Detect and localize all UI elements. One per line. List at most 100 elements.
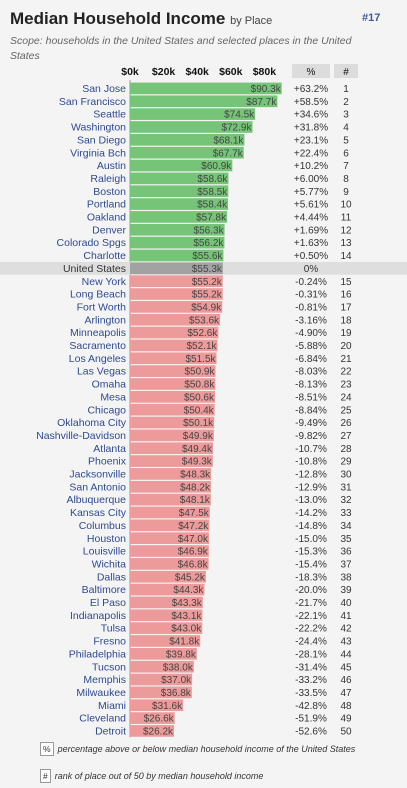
place-label: Oklahoma City	[57, 417, 127, 429]
pct-label: +6.00%	[294, 174, 328, 185]
bar	[130, 609, 203, 622]
bar	[130, 378, 216, 390]
place-label: Atlanta	[93, 443, 126, 455]
value-label: $58.6k	[197, 174, 228, 185]
value-label: $26.6k	[144, 714, 175, 725]
place-label: Los Angeles	[69, 353, 126, 365]
place-label: Dallas	[97, 571, 126, 583]
value-label: $58.4k	[197, 200, 228, 211]
bar	[130, 699, 184, 712]
place-label: Sacramento	[69, 340, 126, 352]
place-label: San Antonio	[69, 481, 126, 493]
rank-label: 13	[340, 238, 352, 249]
rank-column-header: #	[343, 67, 349, 78]
value-label: $56.3k	[194, 225, 225, 236]
pct-label: +23.1%	[294, 135, 328, 146]
bar	[130, 326, 219, 339]
place-label: Seattle	[93, 109, 126, 121]
x-tick-label: $40k	[186, 66, 210, 78]
place-label: Washington	[71, 122, 126, 134]
x-tick-label: $0k	[121, 66, 139, 78]
bar	[130, 558, 209, 570]
rank-label: 44	[340, 649, 352, 660]
pct-label: +5.61%	[294, 200, 328, 211]
rank-tag[interactable]: #17	[362, 12, 381, 24]
bar	[130, 673, 193, 686]
value-label: $50.1k	[183, 418, 214, 429]
bar	[130, 532, 209, 544]
place-label: Minneapolis	[70, 327, 126, 339]
pct-label: -42.8%	[295, 701, 327, 712]
legend-rank-text: rank of place out of 50 by median househ…	[54, 771, 264, 781]
value-label: $48.3k	[180, 470, 211, 481]
pct-label: -51.9%	[295, 714, 327, 725]
place-label: Omaha	[92, 379, 127, 391]
rank-label: 42	[340, 624, 352, 635]
place-label: Indianapolis	[70, 610, 126, 622]
pct-label: -10.7%	[295, 444, 327, 455]
rank-label: 35	[340, 534, 352, 545]
pct-label: -3.16%	[295, 315, 327, 326]
bar	[130, 82, 282, 95]
value-label: $52.6k	[187, 328, 218, 339]
pct-label: -12.8%	[295, 470, 327, 481]
pct-label: -9.82%	[295, 431, 327, 442]
value-label: $55.6k	[192, 251, 223, 262]
pct-label: -10.8%	[295, 457, 327, 468]
rank-label: 6	[343, 148, 349, 159]
place-label: Houston	[87, 533, 126, 545]
rank-label: 33	[340, 508, 352, 519]
bar	[130, 288, 223, 300]
bar	[130, 596, 203, 609]
bar	[130, 365, 216, 377]
place-label: Phoenix	[88, 456, 127, 468]
place-label: Denver	[92, 224, 126, 236]
bar	[130, 211, 228, 223]
value-label: $48.2k	[180, 482, 211, 493]
pct-label: +31.8%	[294, 123, 328, 134]
value-label: $50.8k	[184, 380, 215, 391]
place-label: San Francisco	[59, 96, 126, 108]
rank-label: 27	[340, 431, 352, 442]
pct-label: -18.3%	[295, 572, 327, 583]
x-tick-label: $20k	[152, 66, 176, 78]
pct-label: +5.77%	[294, 187, 328, 198]
pct-label: -24.4%	[295, 637, 327, 648]
place-label: Portland	[87, 199, 126, 211]
place-label: Colorado Spgs	[57, 237, 126, 249]
pct-label: -21.7%	[295, 598, 327, 609]
pct-label: -0.31%	[295, 290, 327, 301]
value-label: $46.8k	[178, 559, 209, 570]
value-label: $47.5k	[179, 508, 210, 519]
value-label: $90.3k	[251, 84, 282, 95]
pct-label: -5.88%	[295, 341, 327, 352]
rank-label: 14	[340, 251, 352, 262]
value-label: $49.4k	[182, 444, 213, 455]
place-label: Louisville	[83, 546, 126, 558]
value-label: $41.8k	[169, 637, 200, 648]
bar	[130, 570, 206, 583]
rank-label: 18	[340, 315, 352, 326]
rank-label: 26	[340, 418, 352, 429]
pct-label: +22.4%	[294, 148, 328, 159]
value-label: $37.0k	[161, 675, 192, 686]
pct-label: -4.90%	[295, 328, 327, 339]
place-label: Columbus	[79, 520, 126, 532]
pct-label: +4.44%	[294, 213, 328, 224]
rank-label: 49	[340, 714, 352, 725]
value-label: $26.2k	[143, 727, 174, 738]
rank-label: 8	[343, 174, 349, 185]
rank-label: 19	[340, 328, 352, 339]
pct-label: +1.69%	[294, 225, 328, 236]
bar	[130, 121, 253, 133]
x-tick-label: $80k	[253, 66, 277, 78]
bar	[130, 185, 229, 198]
value-label: $31.6k	[152, 701, 183, 712]
place-label: Albuquerque	[66, 494, 126, 506]
place-label: Charlotte	[83, 250, 126, 262]
value-label: $45.2k	[175, 572, 206, 583]
scope-text: Scope: households in the United States a…	[10, 35, 352, 62]
title-suffix: by Place	[230, 15, 273, 27]
value-label: $47.2k	[178, 521, 209, 532]
rank-label: 25	[340, 405, 352, 416]
